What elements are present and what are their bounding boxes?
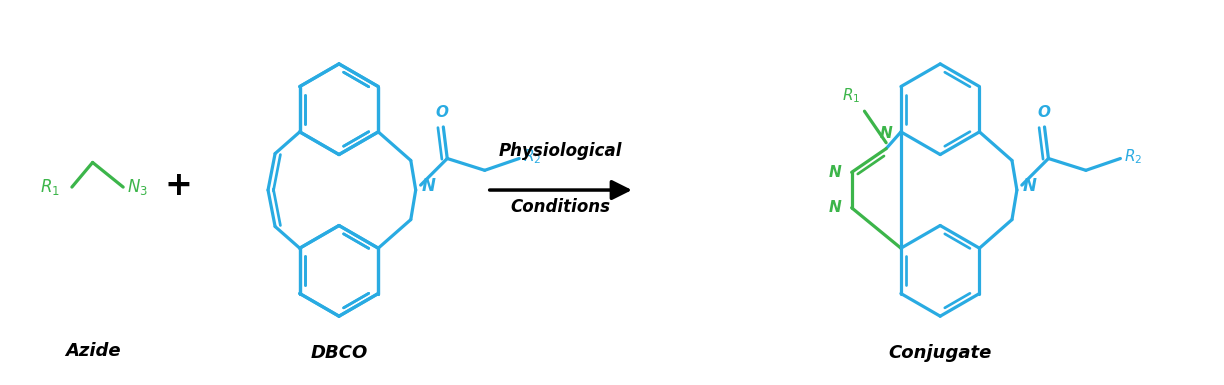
Text: +: + xyxy=(164,169,192,202)
Text: $R_1$: $R_1$ xyxy=(842,87,860,105)
Text: Conjugate: Conjugate xyxy=(889,344,991,362)
Text: O: O xyxy=(436,105,449,120)
Text: $R_2$: $R_2$ xyxy=(523,147,541,166)
Text: Conditions: Conditions xyxy=(510,198,611,216)
Text: N: N xyxy=(829,165,842,180)
Text: $N_3$: $N_3$ xyxy=(127,177,148,197)
Text: Physiological: Physiological xyxy=(499,142,623,161)
Text: $R_1$: $R_1$ xyxy=(40,177,60,197)
Text: N: N xyxy=(421,177,436,195)
Text: Azide: Azide xyxy=(65,341,120,360)
Text: DBCO: DBCO xyxy=(311,344,367,362)
Text: N: N xyxy=(880,126,892,141)
Text: N: N xyxy=(1023,177,1037,195)
Text: N: N xyxy=(829,200,842,215)
Text: O: O xyxy=(1037,105,1050,120)
Text: $R_2$: $R_2$ xyxy=(1125,147,1142,166)
